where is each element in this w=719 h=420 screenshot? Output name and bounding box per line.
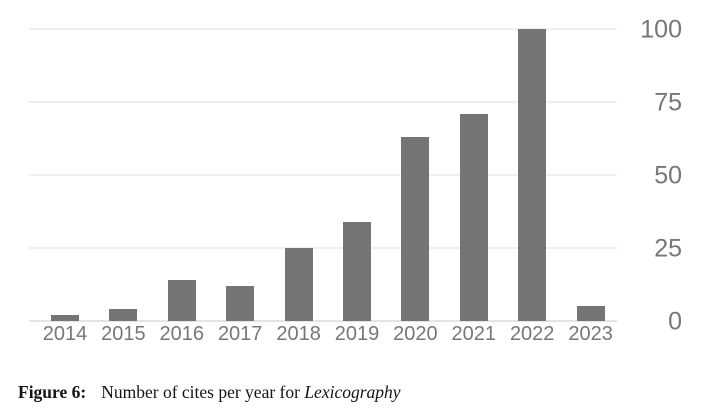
bar-2017 xyxy=(226,286,254,321)
gridline-y75 xyxy=(29,101,617,103)
gridline-y50 xyxy=(29,174,617,176)
x-axis-tick-label-2016: 2016 xyxy=(159,323,205,345)
bar-2014 xyxy=(51,315,79,321)
y-axis-tick-label-50: 50 xyxy=(654,161,682,190)
y-axis-tick-label-0: 0 xyxy=(668,307,682,336)
x-axis-tick-label-2019: 2019 xyxy=(334,323,380,345)
bar-2016 xyxy=(168,280,196,321)
y-axis-tick-label-75: 75 xyxy=(654,88,682,117)
x-axis-tick-label-2023: 2023 xyxy=(568,323,613,345)
x-axis-tick-label-2021: 2021 xyxy=(451,323,497,345)
x-axis-line xyxy=(29,320,617,322)
figure-caption-text: Number of cites per year for xyxy=(101,382,300,402)
bar-2023 xyxy=(577,306,605,321)
x-axis-tick-label-2018: 2018 xyxy=(276,323,321,345)
x-axis-tick-label-2014: 2014 xyxy=(42,323,88,345)
bar-2015 xyxy=(109,309,137,321)
x-axis-tick-label-2020: 2020 xyxy=(393,323,438,345)
x-axis-tick-label-2017: 2017 xyxy=(217,323,263,345)
bar-2018 xyxy=(285,248,313,321)
x-axis-tick-label-2015: 2015 xyxy=(101,323,146,345)
cites-per-year-bar-chart: 0 25 50 75 100 2014 2015 2016 2017 2018 2019 2020 20… xyxy=(29,15,682,345)
bar-2019 xyxy=(343,222,371,321)
gridline-y25 xyxy=(29,247,617,249)
gridline-y100 xyxy=(29,28,617,30)
figure-caption: Figure 6: Number of cites per year for Le… xyxy=(18,381,401,403)
y-axis-tick-label-25: 25 xyxy=(654,234,682,263)
bar-2020 xyxy=(401,137,429,321)
bar-2022 xyxy=(518,29,546,321)
y-axis-tick-label-100: 100 xyxy=(640,15,682,44)
figure-caption-journal-name: Lexicography xyxy=(304,382,401,402)
bar-2021 xyxy=(460,114,488,321)
figure-number-label: Figure 6: xyxy=(18,382,87,402)
x-axis-tick-label-2022: 2022 xyxy=(509,323,555,345)
